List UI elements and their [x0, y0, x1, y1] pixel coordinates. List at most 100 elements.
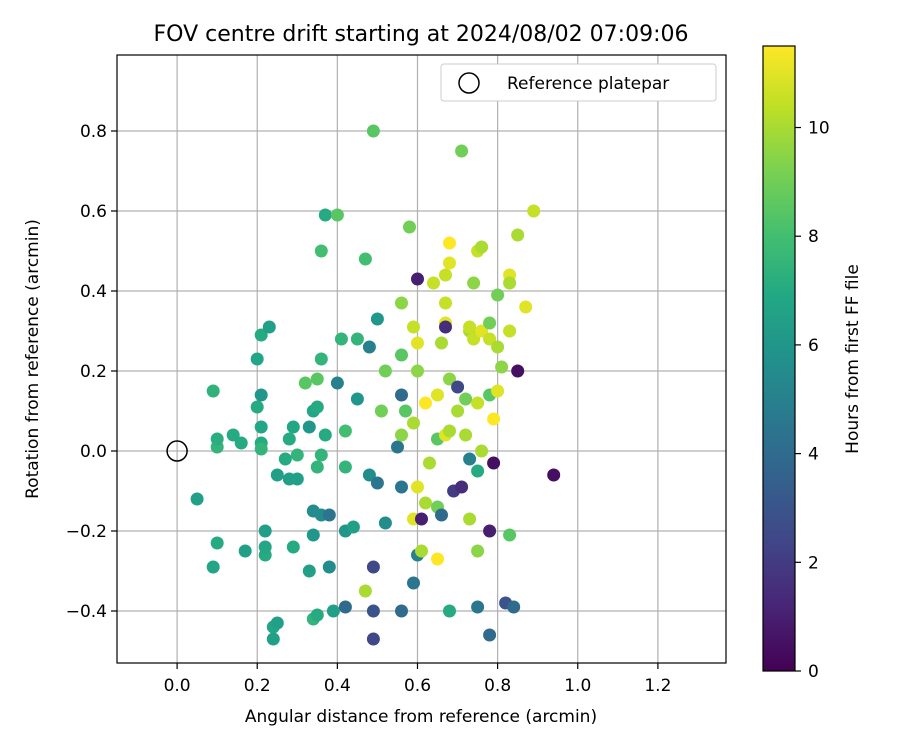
colorbar-gradient [762, 45, 796, 672]
legend-marker-icon [458, 72, 480, 94]
scatter-point [310, 400, 324, 414]
scatter-point [366, 632, 380, 646]
scatter-point [483, 332, 497, 346]
scatter-point [407, 320, 420, 334]
scatter-point [234, 436, 248, 450]
scatter-point [483, 316, 497, 330]
x-tick-label: 0.2 [244, 676, 271, 696]
x-tick-label: 0.0 [164, 676, 191, 696]
colorbar-ticks: 0 2 4 6 8 10 [795, 119, 830, 682]
scatter-point [290, 448, 304, 462]
scatter-point [366, 560, 380, 574]
scatter-point [431, 552, 444, 566]
scatter-point [370, 312, 384, 326]
scatter-point [403, 220, 416, 234]
scatter-point [443, 236, 456, 250]
scatter-point [310, 372, 324, 386]
x-tick-label: 0.8 [484, 676, 511, 696]
scatter-point [346, 520, 360, 534]
scatter-point [395, 604, 408, 618]
scatter-point [443, 256, 456, 270]
scatter-point [519, 300, 533, 314]
colorbar-tick-label: 0 [808, 662, 819, 682]
scatter-point [378, 364, 392, 378]
scatter-point [286, 420, 300, 434]
scatter-point [366, 604, 380, 618]
scatter-point [210, 432, 224, 446]
scatter-point [463, 320, 477, 334]
scatter-point [507, 600, 521, 614]
scatter-point [395, 480, 408, 494]
scatter-point [350, 392, 364, 406]
scatter-point [411, 364, 424, 378]
scatter-point [411, 272, 424, 286]
scatter-point [435, 508, 448, 522]
scatter-point [419, 396, 432, 410]
scatter-point [358, 252, 372, 266]
colorbar: 0 2 4 6 8 10 Hours from first FF file [762, 45, 863, 682]
scatter-point [290, 472, 304, 486]
scatter-point [395, 388, 408, 402]
scatter-point [451, 380, 465, 394]
scatter-point [358, 584, 372, 598]
scatter-point [302, 420, 316, 434]
scatter-point [286, 540, 300, 554]
scatter-point [338, 600, 352, 614]
scatter-point [411, 336, 424, 350]
scatter-point [362, 340, 376, 354]
scatter-point [250, 352, 264, 366]
scatter-point [503, 324, 517, 338]
scatter-point [459, 428, 473, 442]
scatter-point [471, 544, 485, 558]
scatter-point [411, 480, 424, 494]
scatter-point [270, 616, 284, 630]
scatter-point [282, 432, 296, 446]
colorbar-tick-label: 4 [808, 445, 819, 465]
colorbar-label: Hours from first FF file [843, 264, 863, 454]
scatter-point [475, 240, 489, 254]
scatter-point [455, 480, 469, 494]
scatter-point [306, 528, 320, 542]
scatter-point [423, 456, 436, 470]
legend-label: Reference platepar [507, 74, 669, 94]
scatter-point [443, 424, 456, 438]
scatter-point [455, 144, 469, 158]
scatter-point [395, 428, 408, 442]
scatter-point [475, 324, 489, 338]
y-axis-label: Rotation from reference (arcmin) [23, 219, 43, 499]
scatter-point [491, 384, 505, 398]
scatter-point [495, 360, 509, 374]
scatter-point [334, 332, 348, 346]
scatter-point [443, 604, 456, 618]
scatter-point [262, 320, 276, 334]
scatter-point [250, 400, 264, 414]
x-tick-label: 1.0 [564, 676, 591, 696]
scatter-point [483, 628, 497, 642]
scatter-point [326, 604, 340, 618]
scatter-point [435, 336, 448, 350]
scatter-point [451, 404, 465, 418]
scatter-point [459, 392, 473, 406]
scatter-point [338, 460, 352, 474]
scatter-point [258, 540, 272, 554]
scatter-point [487, 412, 501, 426]
scatter-point [350, 332, 364, 346]
scatter-point [362, 468, 376, 482]
scatter-point [310, 608, 324, 622]
y-tick-label: 0.6 [80, 202, 107, 222]
scatter-point [258, 524, 272, 538]
scatter-point [266, 632, 280, 646]
scatter-point [210, 536, 224, 550]
plot-frame [116, 54, 727, 664]
x-tick-label: 0.6 [404, 676, 431, 696]
scatter-point [415, 544, 428, 558]
scatter-point [378, 516, 392, 530]
x-axis-ticks: 0.0 0.2 0.4 0.6 0.8 1.0 1.2 [164, 663, 671, 696]
scatter-point [491, 340, 505, 354]
scatter-point [491, 288, 505, 302]
y-axis-ticks: −0.4 −0.2 0.0 0.2 0.4 0.6 0.8 [66, 122, 117, 622]
scatter-point [366, 124, 380, 138]
scatter-point [318, 208, 332, 222]
scatter-point [254, 328, 268, 342]
